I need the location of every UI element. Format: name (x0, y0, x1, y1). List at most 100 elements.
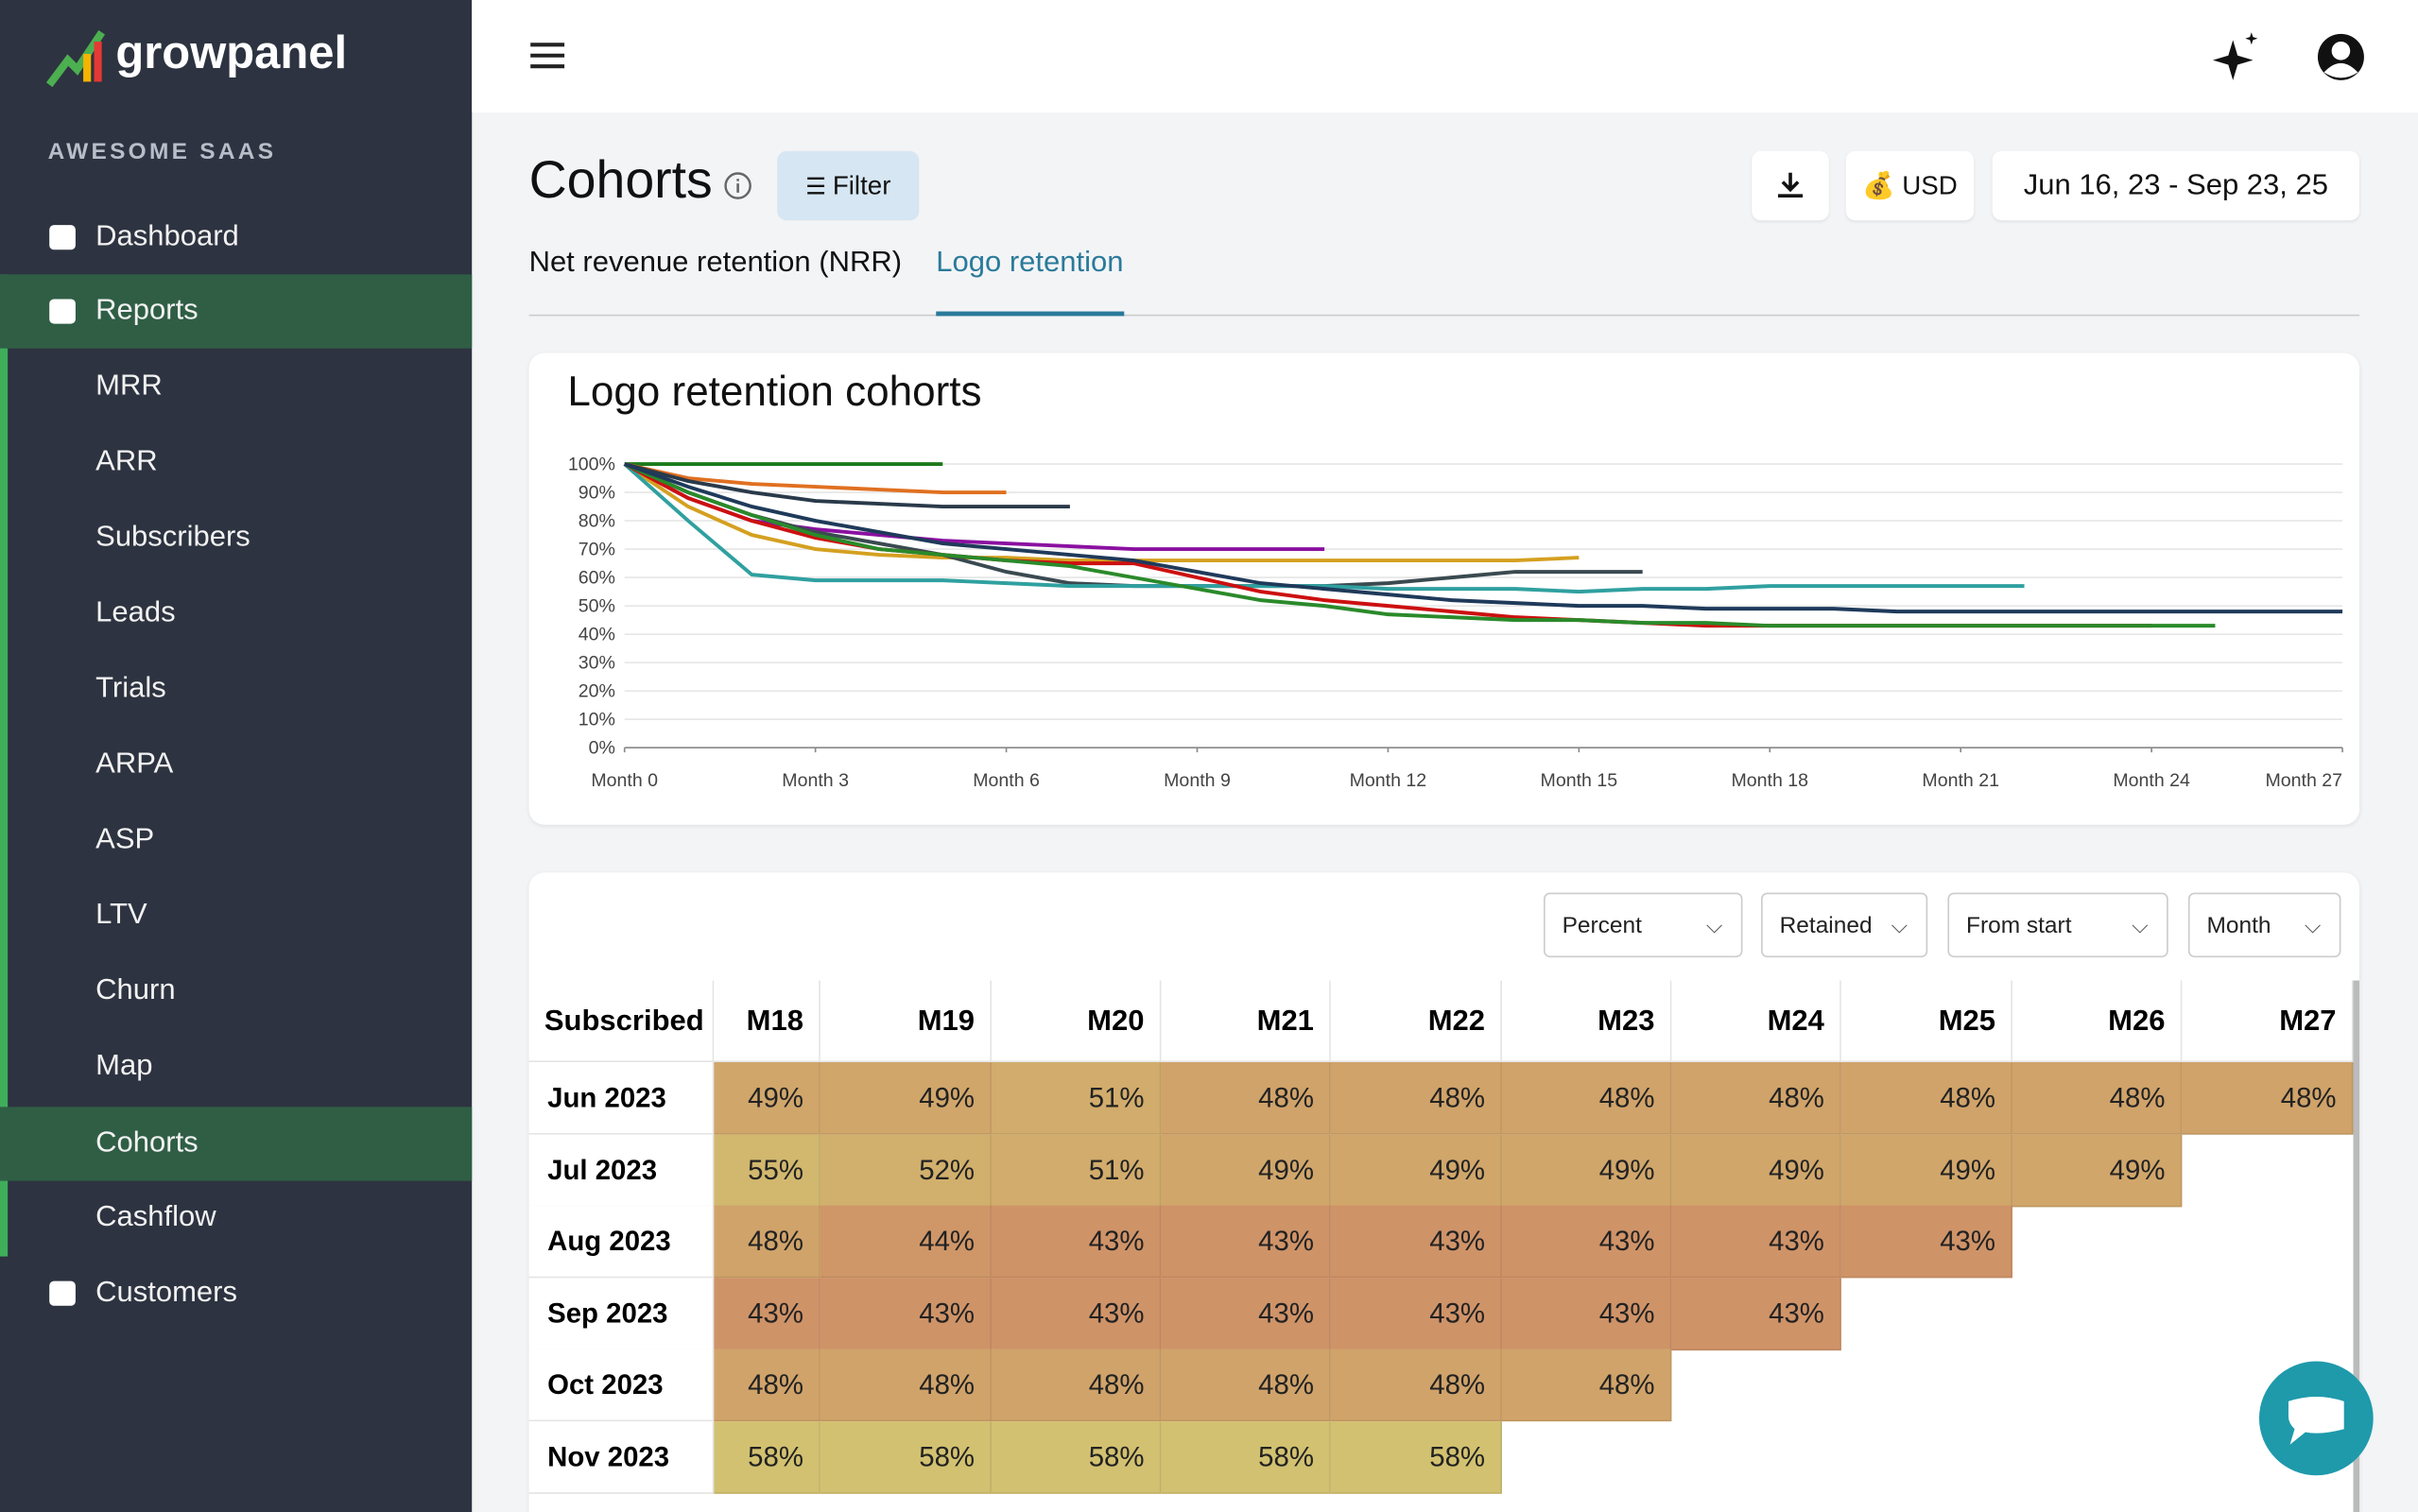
chart-title: Logo retention cohorts (567, 369, 981, 415)
y-tick-label: 30% (579, 653, 615, 674)
nav-icon (49, 299, 76, 324)
table-cell: 43% (1330, 1278, 1502, 1350)
nav-label: LTV (95, 899, 147, 932)
row-header: Jul 2023 (528, 1134, 715, 1207)
nav-item[interactable]: LTV (0, 879, 472, 953)
chat-button[interactable] (2258, 1361, 2374, 1476)
nav-item[interactable]: ASP (0, 803, 472, 877)
table-cell: 51% (991, 1134, 1162, 1207)
ai-icon[interactable] (2211, 31, 2263, 83)
dropdown-label: Retained (1779, 912, 1873, 939)
avatar[interactable] (2316, 32, 2365, 81)
menu-icon[interactable] (529, 40, 566, 71)
nav-item[interactable]: Dashboard (0, 200, 472, 274)
row-header: Sep 2023 (528, 1278, 715, 1350)
nav-item[interactable]: ARR (0, 425, 472, 499)
nav-label: ASP (95, 823, 155, 856)
nav-label: Leads (95, 596, 176, 629)
x-tick-label: Month 12 (1350, 770, 1427, 791)
x-tick-label: Month 6 (973, 770, 1040, 791)
tab[interactable]: Net revenue retention (NRR) (528, 247, 903, 280)
table-cell: 52% (820, 1134, 992, 1207)
nav-label: Cohorts (95, 1126, 199, 1160)
x-tick-label: Month 0 (591, 770, 658, 791)
nav-item[interactable]: Cashflow (0, 1181, 472, 1255)
column-header: M23 (1501, 980, 1672, 1063)
y-tick-label: 60% (579, 568, 615, 589)
tab-active[interactable]: Logo retention (936, 247, 1124, 317)
row-header: Nov 2023 (528, 1421, 715, 1494)
table-cell: 48% (1671, 1062, 1841, 1135)
info-icon[interactable] (723, 171, 752, 200)
nav-item[interactable]: MRR (0, 350, 472, 423)
nav-item[interactable]: Churn (0, 954, 472, 1028)
series-line (623, 462, 2025, 594)
dropdown[interactable]: Percent ⌵ (1544, 892, 1743, 958)
nav-label: Trials (95, 672, 166, 705)
column-header: M22 (1330, 980, 1502, 1063)
nav-item[interactable]: Cohorts (0, 1107, 473, 1181)
nav-label: Cashflow (95, 1200, 216, 1234)
column-header: M21 (1161, 980, 1331, 1063)
table-cell: 49% (2012, 1134, 2183, 1207)
dropdown[interactable]: Month ⌵ (2187, 892, 2341, 958)
table-cell: 43% (1501, 1278, 1672, 1350)
series-line (623, 462, 2216, 628)
dropdown[interactable]: Retained ⌵ (1761, 892, 1928, 958)
currency-button[interactable]: 💰 USD (1845, 150, 1975, 221)
column-header: M20 (991, 980, 1162, 1063)
y-tick-label: 40% (579, 625, 615, 645)
nav-label: Subscribers (95, 521, 250, 554)
column-header: M26 (2012, 980, 2183, 1063)
column-header: M27 (2182, 980, 2354, 1063)
nav-item[interactable]: Customers (0, 1257, 472, 1331)
table-cell: 48% (1501, 1062, 1672, 1135)
table-cell: 48% (820, 1349, 992, 1422)
date-range[interactable]: Jun 16, 23 - Sep 23, 25 (1992, 150, 2360, 221)
table-cell: 49% (714, 1062, 820, 1135)
table-cell: 48% (1161, 1062, 1331, 1135)
nav-label: Churn (95, 974, 176, 1007)
nav-item[interactable]: Trials (0, 652, 472, 726)
table-cell: 48% (2182, 1062, 2354, 1135)
table-cell: 49% (1501, 1134, 1672, 1207)
table-cell: 43% (1501, 1206, 1672, 1279)
workspace[interactable]: AWESOME SAAS (47, 138, 277, 165)
x-tick-label: Month 18 (1731, 770, 1808, 791)
y-tick-label: 0% (589, 738, 615, 759)
topbar (472, 0, 2418, 113)
table-cell: 48% (1330, 1062, 1502, 1135)
table-cell: 43% (1161, 1278, 1331, 1350)
download-button[interactable] (1752, 150, 1829, 221)
nav-item[interactable]: Leads (0, 576, 472, 650)
tabs-divider (528, 314, 2360, 317)
table-cell: 43% (1671, 1278, 1841, 1350)
row-header: Oct 2023 (528, 1349, 715, 1422)
x-tick-label: Month 3 (782, 770, 849, 791)
series-line (623, 462, 1580, 563)
table-cell: 44% (820, 1206, 992, 1279)
nav-label: Customers (95, 1276, 238, 1310)
table-cell: 49% (1161, 1134, 1331, 1207)
x-tick-label: Month 24 (2113, 770, 2190, 791)
table-cell: 48% (714, 1206, 820, 1279)
table-cell: 43% (820, 1278, 992, 1350)
dropdown[interactable]: From start ⌵ (1947, 892, 2168, 958)
nav-label: ARPA (95, 747, 174, 781)
table-cell: 43% (1161, 1206, 1331, 1279)
nav-item[interactable]: ARPA (0, 728, 472, 801)
table-cell: 43% (1840, 1206, 2012, 1279)
nav-item[interactable]: Subscribers (0, 501, 472, 575)
table-cell: 58% (1161, 1421, 1331, 1494)
nav-item[interactable]: Map (0, 1030, 472, 1104)
nav-label: Dashboard (95, 220, 239, 253)
table-cell: 51% (991, 1062, 1162, 1135)
table-cell: 58% (1330, 1421, 1502, 1494)
filter-button[interactable]: ☰ Filter (777, 150, 920, 221)
page-title: Cohorts (528, 150, 713, 210)
nav-item[interactable]: Reports (0, 274, 473, 349)
table-cell: 43% (991, 1278, 1162, 1350)
table-cell: 48% (991, 1349, 1162, 1422)
table-cell: 55% (714, 1134, 820, 1207)
